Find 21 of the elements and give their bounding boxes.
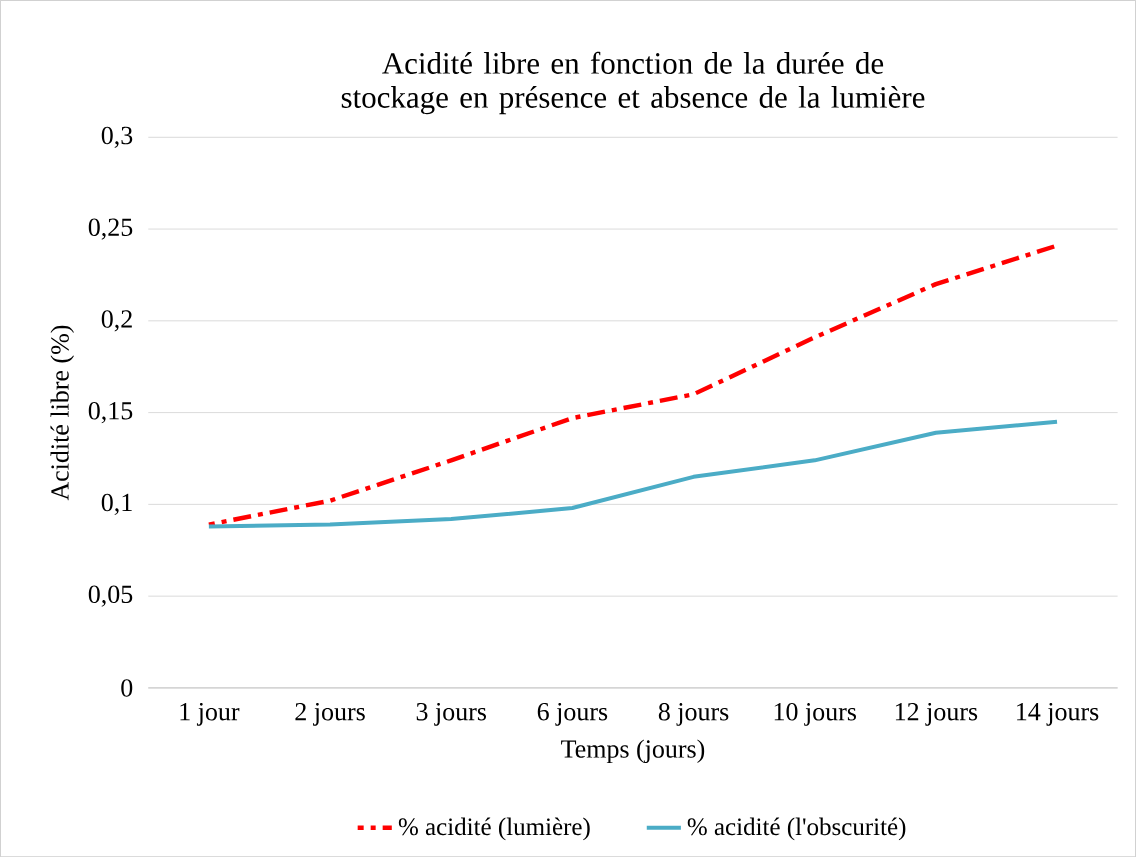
x-tick-label: 14 jours	[1017, 702, 1099, 726]
y-tick-label: 0,25	[88, 218, 133, 240]
y-tick-label: 0,2	[101, 310, 132, 332]
y-tick-label: 0	[121, 679, 133, 697]
x-tick-label: 8 jours	[658, 702, 729, 726]
y-axis-title: Acidité libre (%)	[50, 325, 75, 501]
x-tick-label: 3 jours	[416, 702, 487, 726]
y-tick-label: 0,1	[101, 493, 132, 515]
line-series	[206, 419, 1060, 529]
x-tick-label: 10 jours	[774, 702, 856, 726]
x-tick-label: 1 jour	[180, 702, 240, 726]
x-tick-label: 12 jours	[895, 702, 978, 726]
y-tick-label: 0,05	[88, 585, 133, 607]
chart-title: Acidité libre en fonction de la durée de stockage en présence et absence de la lumière	[341, 51, 925, 115]
y-tick-label: 0,3	[101, 126, 133, 148]
y-tick-label: 0,15	[88, 401, 133, 424]
x-axis-title: Temps (jours)	[561, 739, 705, 763]
x-tick-label: 2 jours	[295, 702, 365, 726]
legend-label: % acidité (l'obscurité)	[687, 817, 906, 841]
legend-label: % acidité (lumière)	[398, 817, 590, 841]
x-tick-label: 6 jours	[537, 702, 608, 726]
